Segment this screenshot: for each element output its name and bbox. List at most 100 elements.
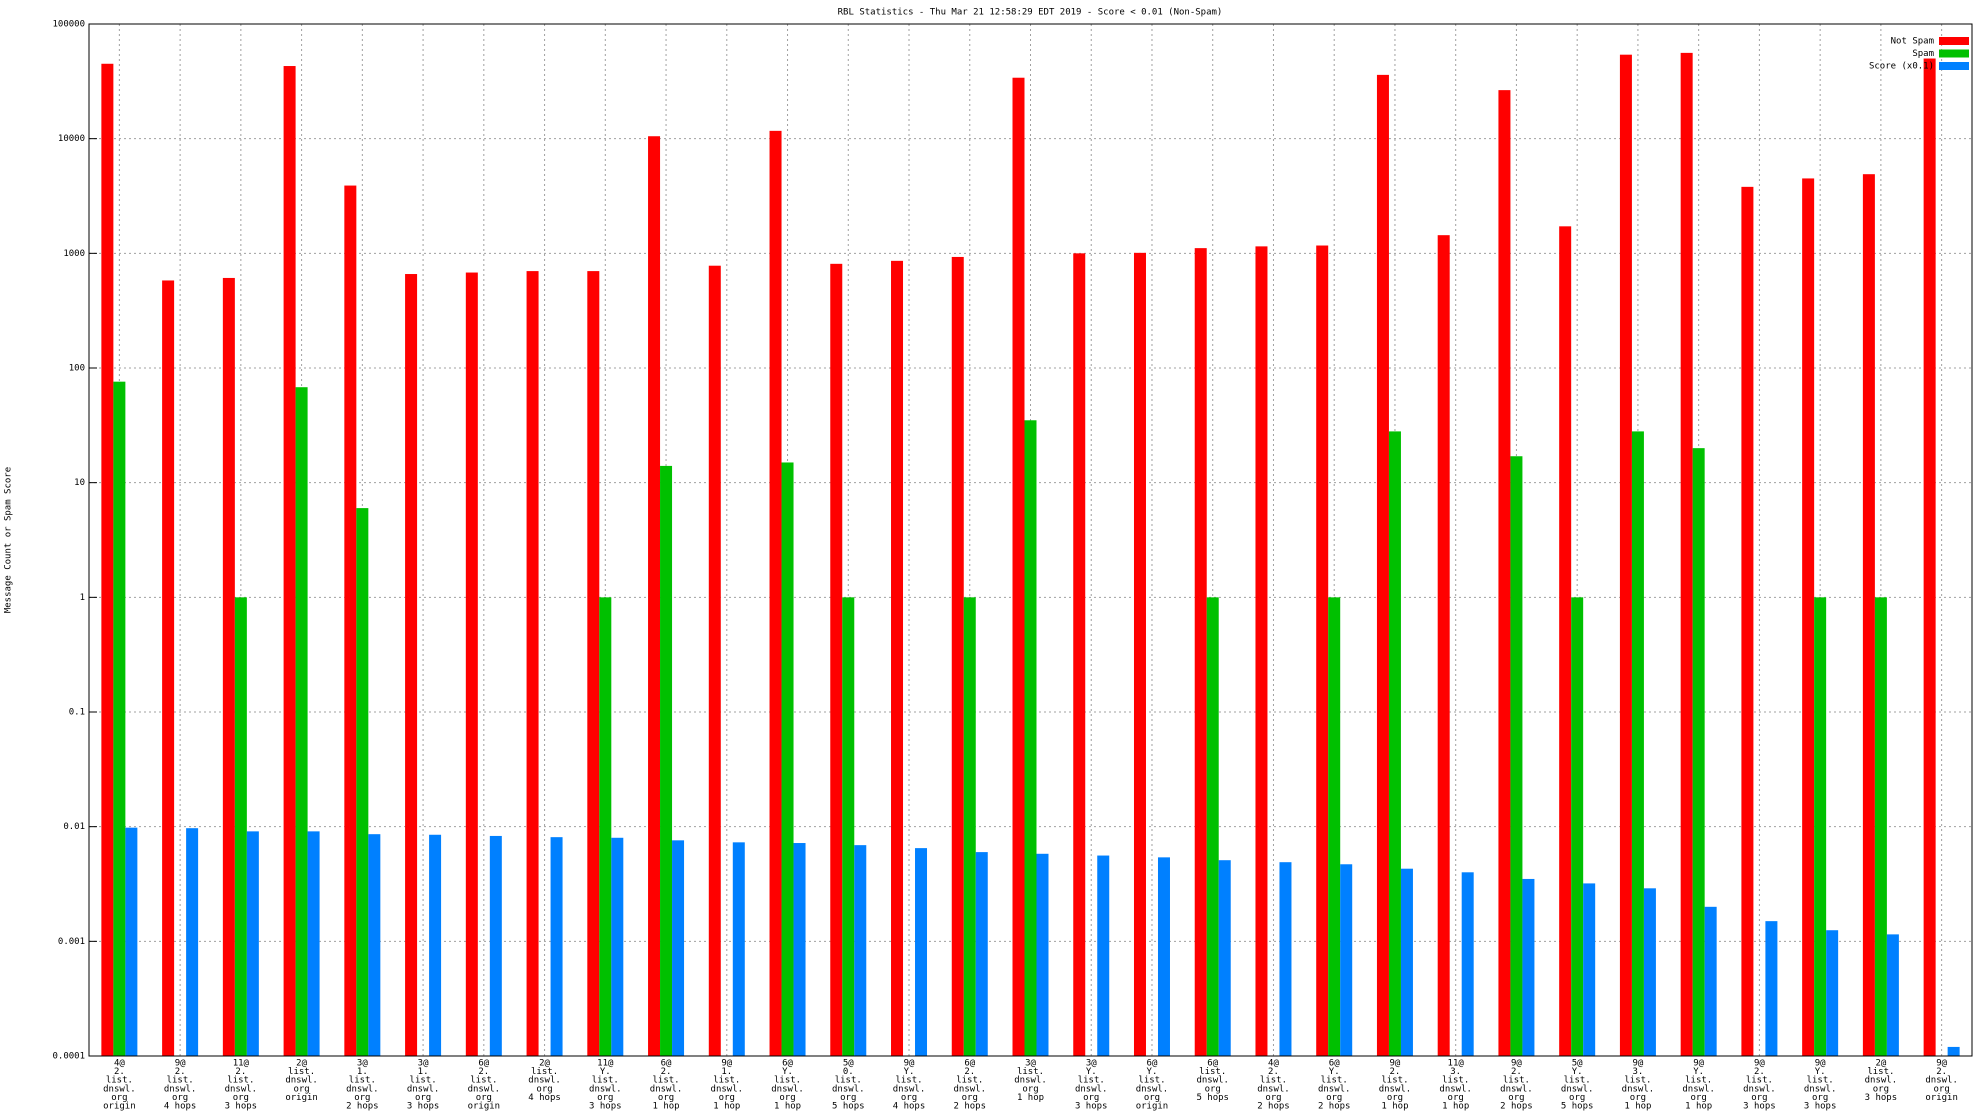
y-axis-label: Message Count or Spam Score	[4, 467, 14, 613]
x-tick-label: org	[354, 1093, 370, 1103]
bar	[1400, 868, 1413, 1056]
x-tick-label: Y.	[1147, 1067, 1158, 1077]
x-tick-label: 5@	[843, 1059, 854, 1069]
x-tick-label: org	[476, 1093, 492, 1103]
bar	[793, 843, 806, 1056]
x-tick-label: 1 hop	[1624, 1102, 1651, 1112]
x-tick-label: org	[1448, 1093, 1464, 1103]
x-tick-label: dnswl.	[407, 1084, 440, 1094]
y-tick-label: 0.0001	[52, 1052, 85, 1062]
x-tick-label: list.	[1442, 1076, 1469, 1086]
x-tick-label: 2 hops	[954, 1102, 987, 1112]
x-tick-label: 2@	[539, 1059, 550, 1069]
x-tick-label: 4 hops	[528, 1093, 561, 1103]
x-tick-label: list.	[1807, 1076, 1834, 1086]
x-tick-label: origin	[468, 1102, 501, 1112]
x-tick-label: 3.	[1450, 1067, 1461, 1077]
x-tick-label: dnswl.	[1014, 1076, 1047, 1086]
x-tick-label: list.	[592, 1076, 619, 1086]
x-tick-label: org	[1812, 1093, 1828, 1103]
x-tick-label: 1 hop	[1381, 1102, 1408, 1112]
x-tick-label: dnswl.	[1075, 1084, 1108, 1094]
bar	[1571, 597, 1584, 1056]
x-tick-label: dnswl.	[1379, 1084, 1412, 1094]
x-tick-label: org	[1630, 1093, 1646, 1103]
x-tick-label: 6@	[1147, 1059, 1158, 1069]
y-tick-label: 100	[69, 364, 85, 374]
bar	[101, 63, 114, 1057]
x-tick-label: 3.	[1632, 1067, 1643, 1077]
x-tick-label: Y.	[600, 1067, 611, 1077]
bar	[246, 831, 259, 1056]
bar	[1024, 420, 1037, 1056]
x-tick-label: org	[719, 1093, 735, 1103]
bar	[1036, 853, 1049, 1056]
x-tick-label: dnswl.	[528, 1076, 561, 1086]
bar	[1680, 52, 1693, 1056]
x-tick-label: 2.	[1511, 1067, 1522, 1077]
x-tick-label: 11@	[597, 1059, 614, 1069]
bar	[1279, 862, 1292, 1056]
bar	[1194, 248, 1207, 1056]
x-tick-label: 9@	[1936, 1059, 1947, 1069]
x-tick-label: 4@	[1268, 1059, 1279, 1069]
legend-label: Score (x0.1)	[1869, 62, 1934, 72]
x-tick-label: dnswl.	[1804, 1084, 1837, 1094]
x-tick-label: 3 hops	[1075, 1102, 1108, 1112]
bar	[125, 827, 138, 1056]
x-tick-label: list.	[470, 1076, 497, 1086]
x-tick-label: dnswl.	[346, 1084, 379, 1094]
x-tick-label: list.	[349, 1076, 376, 1086]
x-tick-label: list.	[713, 1076, 740, 1086]
x-tick-label: 2 hops	[1500, 1102, 1533, 1112]
x-tick-label: 3 hops	[1804, 1102, 1837, 1112]
x-tick-label: dnswl.	[589, 1084, 622, 1094]
x-tick-label: 3@	[418, 1059, 429, 1069]
bar	[1510, 456, 1523, 1057]
bar	[1814, 597, 1827, 1056]
bar	[1218, 860, 1231, 1056]
legend-label: Spam	[1912, 49, 1934, 59]
x-tick-label: 3@	[1025, 1059, 1036, 1069]
x-tick-label: org	[840, 1093, 856, 1103]
x-tick-label: origin	[103, 1102, 136, 1112]
bar	[660, 465, 673, 1056]
x-tick-label: 5 hops	[832, 1102, 865, 1112]
x-tick-label: 3 hops	[407, 1102, 440, 1112]
y-tick-label: 0.01	[63, 822, 85, 832]
x-tick-label: 2.	[175, 1067, 186, 1077]
x-tick-label: list.	[1624, 1076, 1651, 1086]
x-tick-label: list.	[1017, 1067, 1044, 1077]
bar	[1498, 90, 1511, 1057]
bar	[830, 263, 843, 1057]
x-tick-label: 3 hops	[225, 1102, 258, 1112]
x-tick-label: org	[1144, 1093, 1160, 1103]
bar	[1765, 921, 1778, 1056]
bar	[186, 828, 199, 1056]
x-tick-label: list.	[531, 1067, 558, 1077]
bar	[550, 837, 563, 1056]
x-tick-label: 1.	[357, 1067, 368, 1077]
bar	[1619, 54, 1632, 1056]
bar	[915, 848, 928, 1056]
bar	[356, 508, 369, 1056]
x-tick-label: Y.	[1329, 1067, 1340, 1077]
x-tick-label: list.	[1564, 1076, 1591, 1086]
x-tick-label: list.	[1138, 1076, 1165, 1086]
x-tick-label: dnswl.	[1136, 1084, 1169, 1094]
x-tick-label: 1.	[418, 1067, 429, 1077]
bar	[1316, 245, 1329, 1056]
bar	[1255, 246, 1268, 1057]
x-tick-label: dnswl.	[468, 1084, 501, 1094]
legend-swatch	[1939, 62, 1969, 70]
x-tick-label: 6@	[1207, 1059, 1218, 1069]
bar	[283, 66, 296, 1057]
x-tick-label: Y.	[1572, 1067, 1583, 1077]
y-tick-label: 10000	[58, 134, 85, 144]
bar	[526, 271, 539, 1056]
legend-label: Not Spam	[1891, 37, 1934, 47]
x-tick-label: dnswl.	[1257, 1084, 1290, 1094]
bar	[891, 260, 904, 1056]
x-tick-label: 3 hops	[589, 1102, 622, 1112]
bar	[1157, 857, 1170, 1056]
